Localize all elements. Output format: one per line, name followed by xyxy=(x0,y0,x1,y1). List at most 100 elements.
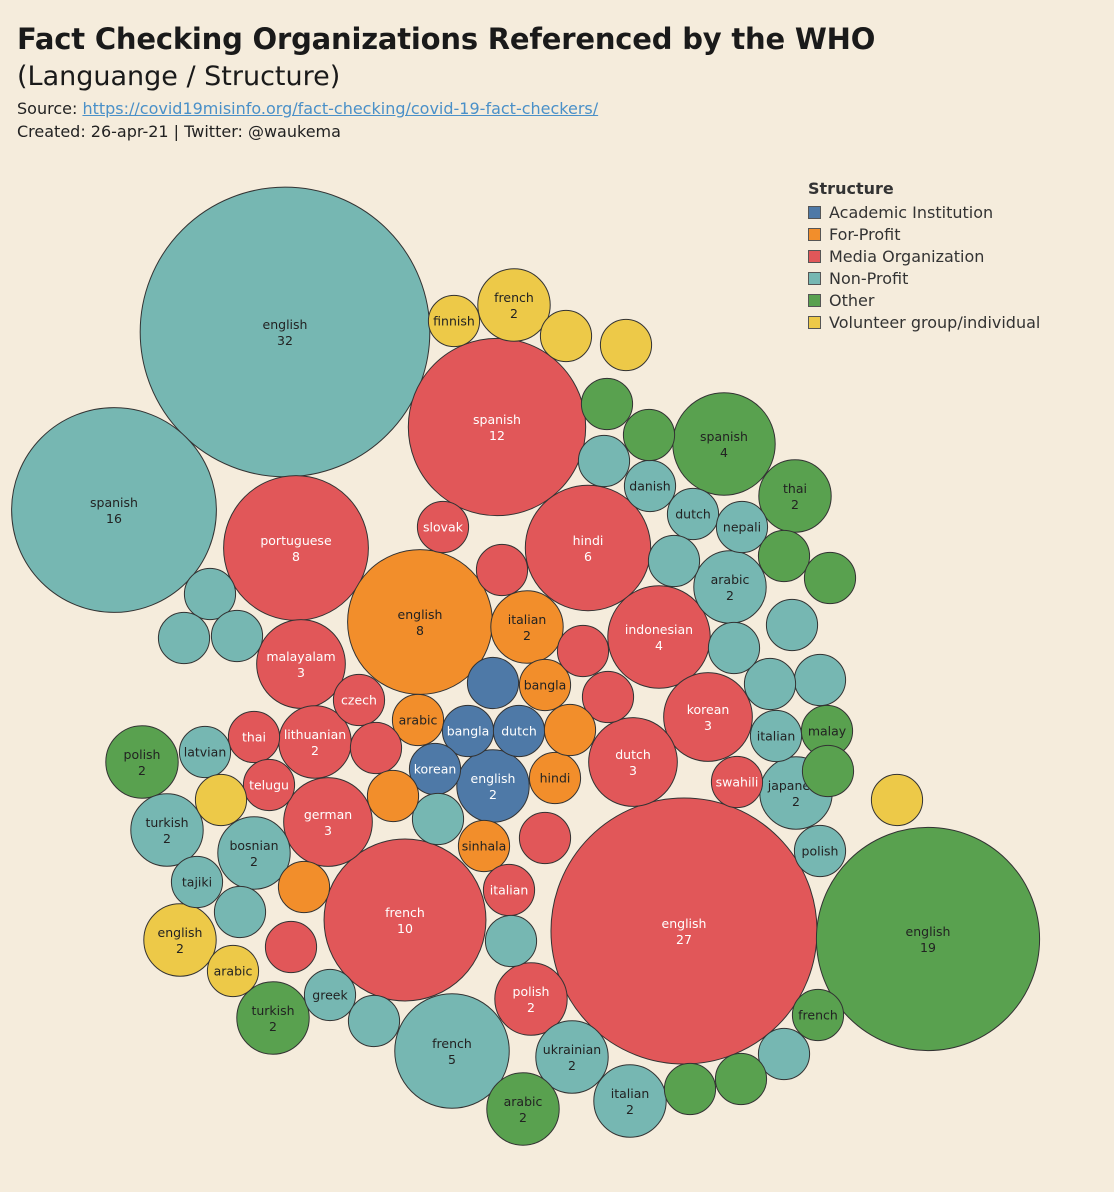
bubble-circle[interactable] xyxy=(714,1052,768,1106)
bubble-polish[interactable]: polish xyxy=(793,824,847,878)
bubble-circle[interactable] xyxy=(486,1072,560,1146)
bubble-circle[interactable] xyxy=(580,377,634,431)
bubble-circle[interactable] xyxy=(815,826,1041,1052)
bubble-circle[interactable] xyxy=(466,656,520,710)
bubble-unlabeled[interactable] xyxy=(663,1062,717,1116)
bubble-circle[interactable] xyxy=(663,1062,717,1116)
bubble-circle[interactable] xyxy=(457,819,511,873)
bubble-thai[interactable]: thai xyxy=(227,710,281,764)
bubble-circle[interactable] xyxy=(277,860,331,914)
bubble-circle[interactable] xyxy=(693,550,767,624)
bubble-circle[interactable] xyxy=(366,769,420,823)
bubble-circle[interactable] xyxy=(793,824,847,878)
bubble-unlabeled[interactable] xyxy=(157,611,211,665)
bubble-circle[interactable] xyxy=(791,988,845,1042)
bubble-unlabeled[interactable] xyxy=(714,1052,768,1106)
bubble-circle[interactable] xyxy=(715,500,769,554)
bubble-circle[interactable] xyxy=(588,717,678,807)
bubble-dutch[interactable]: dutch xyxy=(666,487,720,541)
bubble-circle[interactable] xyxy=(484,914,538,968)
bubble-circle[interactable] xyxy=(170,855,224,909)
legend-item-academic[interactable]: Academic Institution xyxy=(808,201,1040,223)
bubble-circle[interactable] xyxy=(577,434,631,488)
bubble-unlabeled[interactable] xyxy=(581,670,635,724)
bubble-circle[interactable] xyxy=(647,534,701,588)
bubble-circle[interactable] xyxy=(518,811,572,865)
bubble-tajiki[interactable]: tajiki xyxy=(170,855,224,909)
bubble-circle[interactable] xyxy=(518,658,572,712)
bubble-sinhala[interactable]: sinhala xyxy=(457,819,511,873)
bubble-circle[interactable] xyxy=(758,459,832,533)
bubble-unlabeled[interactable] xyxy=(580,377,634,431)
bubble-circle[interactable] xyxy=(407,337,587,517)
bubble-unlabeled[interactable] xyxy=(793,653,847,707)
bubble-unlabeled[interactable] xyxy=(366,769,420,823)
bubble-unlabeled[interactable] xyxy=(264,920,318,974)
bubble-unlabeled[interactable] xyxy=(518,811,572,865)
bubble-greek[interactable]: greek xyxy=(303,968,357,1022)
bubble-circle[interactable] xyxy=(803,551,857,605)
bubble-circle[interactable] xyxy=(130,793,204,867)
bubble-circle[interactable] xyxy=(539,309,593,363)
bubble-circle[interactable] xyxy=(622,408,676,462)
bubble-circle[interactable] xyxy=(599,318,653,372)
bubble-unlabeled[interactable] xyxy=(757,1027,811,1081)
bubble-unlabeled[interactable] xyxy=(213,885,267,939)
bubble-unlabeled[interactable] xyxy=(484,914,538,968)
bubble-circle[interactable] xyxy=(607,585,711,689)
bubble-circle[interactable] xyxy=(757,529,811,583)
bubble-circle[interactable] xyxy=(283,777,373,867)
bubble-circle[interactable] xyxy=(105,725,179,799)
bubble-circle[interactable] xyxy=(870,773,924,827)
bubble-circle[interactable] xyxy=(178,725,232,779)
bubble-unlabeled[interactable] xyxy=(347,994,401,1048)
bubble-korean[interactable]: korean xyxy=(408,742,462,796)
bubble-bangla[interactable]: bangla xyxy=(441,704,495,758)
bubble-circle[interactable] xyxy=(194,773,248,827)
bubble-circle[interactable] xyxy=(743,657,797,711)
legend-item-non-profit[interactable]: Non-Profit xyxy=(808,267,1040,289)
bubble-circle[interactable] xyxy=(323,838,487,1002)
bubble-circle[interactable] xyxy=(456,749,530,823)
bubble-circle[interactable] xyxy=(710,755,764,809)
bubble-circle[interactable] xyxy=(223,475,369,621)
bubble-circle[interactable] xyxy=(475,543,529,597)
bubble-unlabeled[interactable] xyxy=(194,773,248,827)
bubble-slovak[interactable]: slovak xyxy=(416,500,470,554)
bubble-circle[interactable] xyxy=(143,903,217,977)
bubble-unlabeled[interactable] xyxy=(647,534,701,588)
bubble-circle[interactable] xyxy=(765,598,819,652)
bubble-latvian[interactable]: latvian xyxy=(178,725,232,779)
bubble-unlabeled[interactable] xyxy=(466,656,520,710)
bubble-unlabeled[interactable] xyxy=(870,773,924,827)
bubble-circle[interactable] xyxy=(535,1020,609,1094)
bubble-circle[interactable] xyxy=(210,609,264,663)
bubble-unlabeled[interactable] xyxy=(210,609,264,663)
bubble-circle[interactable] xyxy=(213,885,267,939)
bubble-unlabeled[interactable] xyxy=(543,703,597,757)
bubble-circle[interactable] xyxy=(793,653,847,707)
legend-item-for-profit[interactable]: For-Profit xyxy=(808,223,1040,245)
bubble-unlabeled[interactable] xyxy=(556,624,610,678)
bubble-circle[interactable] xyxy=(666,487,720,541)
bubble-unlabeled[interactable] xyxy=(475,543,529,597)
legend-item-other[interactable]: Other xyxy=(808,289,1040,311)
bubble-circle[interactable] xyxy=(391,693,445,747)
